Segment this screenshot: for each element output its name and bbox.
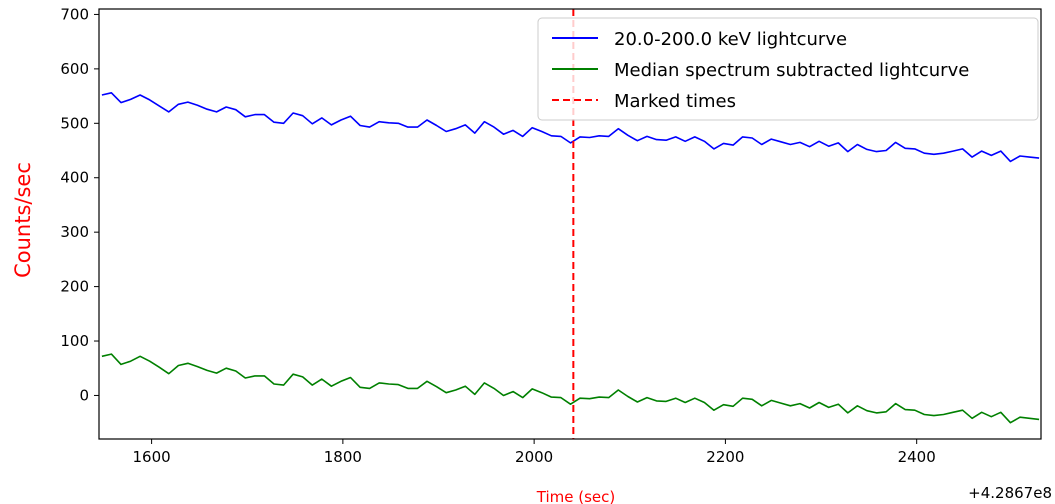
y-tick-label: 100	[60, 332, 89, 350]
x-tick-label: 1600	[133, 448, 171, 466]
series-line-2	[102, 354, 1039, 423]
y-tick-label: 600	[60, 60, 89, 78]
x-tick-label: 1800	[324, 448, 362, 466]
x-tick-label: 2200	[706, 448, 744, 466]
x-axis-ticks: 1600 1800 2000 2200 2400	[133, 439, 936, 466]
y-tick-label: 300	[60, 223, 89, 241]
x-tick-label: 2400	[898, 448, 936, 466]
legend-label-series-1: 20.0-200.0 keV lightcurve	[614, 29, 847, 50]
x-tick-label: 2000	[515, 448, 553, 466]
y-axis-label: Counts/sec	[11, 162, 35, 278]
legend-label-marked-times: Marked times	[614, 91, 736, 112]
y-tick-label: 700	[60, 5, 89, 23]
x-axis-offset-label: +4.2867e8	[968, 484, 1052, 502]
y-tick-label: 500	[60, 114, 89, 132]
y-tick-label: 200	[60, 278, 89, 296]
y-tick-label: 0	[79, 386, 89, 404]
y-tick-label: 400	[60, 169, 89, 187]
y-axis-ticks: 0 100 200 300 400 500 600 700	[60, 5, 99, 404]
legend-label-series-2: Median spectrum subtracted lightcurve	[614, 60, 969, 81]
legend: 20.0-200.0 keV lightcurve Median spectru…	[538, 18, 1038, 120]
x-axis-label: Time (sec)	[536, 488, 615, 504]
